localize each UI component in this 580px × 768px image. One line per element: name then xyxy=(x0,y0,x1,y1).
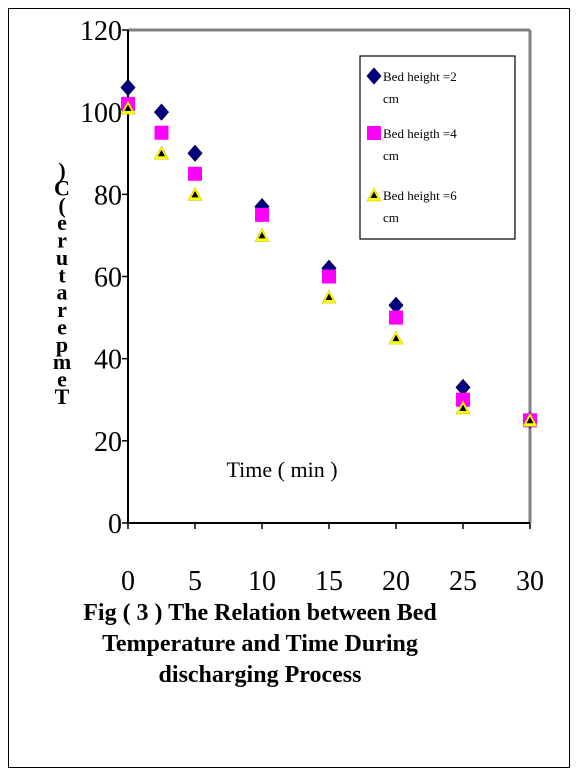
x-tick-label: 5 xyxy=(188,566,202,597)
series-3-point-center xyxy=(392,334,400,342)
y-tick-label: 120 xyxy=(80,16,122,47)
series-3-point-center xyxy=(124,104,132,112)
series-3-point-center xyxy=(459,404,467,411)
x-tick-label: 30 xyxy=(516,566,544,597)
legend-2-label: cm xyxy=(383,148,399,163)
series-2-point xyxy=(322,269,336,284)
series-2-point xyxy=(154,125,169,140)
series-2-point xyxy=(456,392,470,407)
legend-3-label: Bed height =6 xyxy=(383,188,457,203)
y-tick-label: 0 xyxy=(108,509,122,540)
x-axis-title: Time ( min ) xyxy=(226,457,337,482)
series-2-point xyxy=(255,207,269,222)
series-2-point xyxy=(188,166,202,181)
y-tick-label: 60 xyxy=(94,263,122,294)
legend-1-marker xyxy=(366,67,382,85)
y-axis-title: Temperature(C) xyxy=(53,158,71,409)
y-tick-label: 80 xyxy=(94,180,122,211)
series-3-point-center xyxy=(191,190,199,198)
series-3-point-center xyxy=(258,231,266,239)
x-tick-label: 25 xyxy=(449,566,477,597)
series-2-point xyxy=(389,310,403,325)
y-tick-label: 20 xyxy=(94,427,122,458)
figure-caption: Fig ( 3 ) The Relation between Bed Tempe… xyxy=(60,598,460,691)
x-tick-label: 0 xyxy=(121,566,135,597)
legend-3-marker-center xyxy=(370,191,378,198)
y-tick-label: 100 xyxy=(80,98,122,129)
caption-line-3: discharging Process xyxy=(158,662,362,688)
x-tick-label: 15 xyxy=(315,566,343,597)
series-3-point-center xyxy=(158,149,165,157)
series-3-point-center xyxy=(325,293,333,301)
legend-2-marker xyxy=(367,126,381,140)
y-tick-label: 40 xyxy=(94,345,122,376)
legend-box xyxy=(359,55,516,240)
legend-2-label: Bed heigth =4 xyxy=(383,126,457,141)
legend-1-label: Bed height =2 xyxy=(383,69,457,84)
caption-line-1: Fig ( 3 ) The Relation between Bed xyxy=(83,600,437,626)
series-1-point xyxy=(187,144,203,162)
caption-line-2: Temperature and Time During xyxy=(102,631,418,657)
x-tick-label: 10 xyxy=(248,566,276,597)
series-1-point xyxy=(153,103,170,121)
x-tick-label: 20 xyxy=(382,566,410,597)
series-1-point xyxy=(120,78,136,97)
legend-1-label: cm xyxy=(383,91,399,106)
legend-3-label: cm xyxy=(383,210,399,225)
series-3-point-center xyxy=(526,416,534,424)
